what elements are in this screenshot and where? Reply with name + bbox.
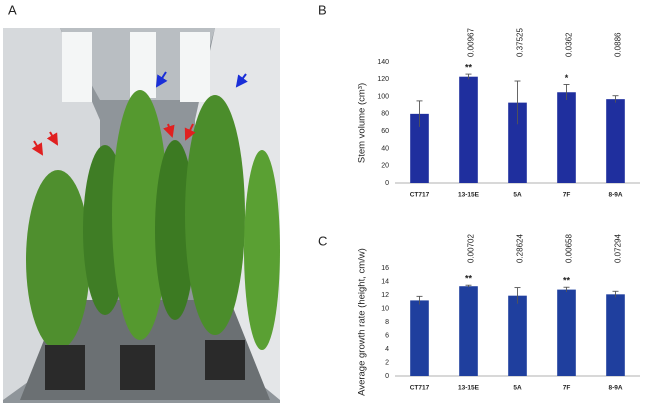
x-tick-label: 13-15E: [458, 192, 480, 199]
bar: [606, 294, 625, 376]
y-tick-label: 0: [385, 180, 389, 187]
p-value: 0.0886: [614, 32, 623, 57]
x-tick-label: 5A: [513, 192, 522, 199]
y-tick-label: 2: [385, 359, 389, 366]
y-tick-label: 6: [385, 332, 389, 339]
p-value: 0.07294: [614, 234, 623, 263]
x-tick-label: 7F: [563, 385, 571, 392]
p-value: 0.00967: [467, 28, 476, 57]
bar: [557, 289, 576, 376]
x-tick-label: 7F: [563, 192, 571, 199]
significance: **: [465, 62, 473, 72]
bar: [508, 102, 527, 183]
bar: [557, 92, 576, 183]
x-tick-label: CT717: [410, 385, 430, 392]
p-value: 0.00658: [565, 234, 574, 263]
x-tick-label: 5A: [513, 385, 522, 392]
y-tick-label: 80: [381, 111, 389, 118]
x-tick-label: 8-9A: [608, 385, 622, 392]
significance: **: [563, 276, 571, 286]
y-tick-label: 10: [381, 305, 389, 312]
x-tick-label: CT717: [410, 192, 430, 199]
y-axis-label: Stem volume (cm³): [357, 83, 368, 163]
y-tick-label: 60: [381, 128, 389, 135]
y-tick-label: 40: [381, 145, 389, 152]
y-tick-label: 140: [377, 59, 389, 66]
y-tick-label: 4: [385, 346, 389, 353]
y-axis-label: Average growth rate (height, cm/w): [357, 248, 368, 396]
bar: [459, 76, 478, 183]
x-tick-label: 8-9A: [608, 192, 622, 199]
y-tick-label: 8: [385, 319, 389, 326]
p-value: 0.00702: [467, 234, 476, 263]
p-value: 0.0362: [565, 32, 574, 57]
significance: **: [465, 274, 473, 284]
y-tick-label: 20: [381, 163, 389, 170]
bar: [410, 113, 429, 183]
y-tick-label: 14: [381, 278, 389, 285]
photo: [3, 28, 280, 403]
p-value: 0.28624: [516, 234, 525, 263]
y-tick-label: 12: [381, 292, 389, 299]
bar: [459, 286, 478, 376]
bar: [508, 295, 527, 376]
y-tick-label: 0: [385, 373, 389, 380]
bar: [606, 99, 625, 183]
x-tick-label: 13-15E: [458, 385, 480, 392]
panel-label: B: [318, 2, 327, 17]
panel-label: A: [8, 2, 17, 17]
y-tick-label: 120: [377, 76, 389, 83]
significance: *: [565, 73, 569, 83]
y-tick-label: 100: [377, 93, 389, 100]
bar: [410, 300, 429, 376]
panel-label: C: [318, 233, 327, 248]
p-value: 0.37525: [516, 28, 525, 57]
y-tick-label: 16: [381, 265, 389, 272]
